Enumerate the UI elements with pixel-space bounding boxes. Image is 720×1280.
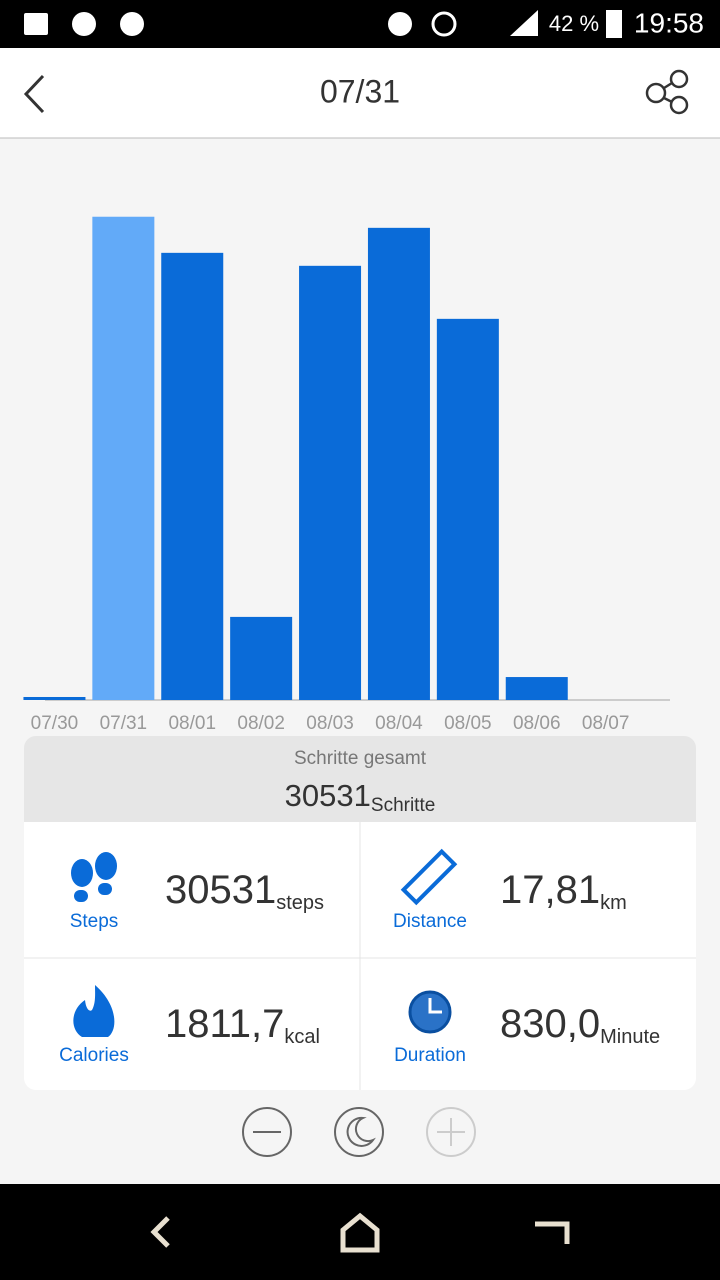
summary-value: 30531: [285, 778, 371, 813]
battery-text: 42 %: [549, 11, 599, 36]
signal-icon: [510, 10, 538, 36]
header: [0, 48, 720, 138]
x-tick-label: 08/02: [237, 713, 285, 734]
stat-unit: Minute: [600, 1026, 660, 1048]
x-tick-label: 07/30: [31, 713, 79, 734]
stat-unit: km: [600, 892, 627, 914]
stat-reading: 830,0Minute: [500, 1002, 660, 1049]
sleep-button[interactable]: [334, 1107, 384, 1157]
bar: [230, 616, 293, 700]
stat-unit: steps: [276, 892, 324, 914]
summary-card: [24, 736, 696, 822]
x-tick-label: 08/01: [168, 713, 216, 734]
bar: [367, 227, 430, 700]
back-button[interactable]: [23, 74, 45, 114]
nav-recent[interactable]: [535, 1221, 570, 1244]
x-tick-label: 08/04: [375, 713, 423, 734]
summary-unit: Schritte: [371, 795, 435, 816]
gallery-icon: [24, 13, 48, 35]
nav-back[interactable]: [150, 1216, 170, 1248]
stat-reading: 1811,7kcal: [165, 1002, 320, 1049]
calories-icon: [73, 985, 115, 1037]
stat-value: 17,81: [500, 868, 600, 912]
bar: [161, 252, 224, 701]
stat-value: 830,0: [500, 1002, 600, 1046]
clock-hands: [428, 998, 442, 1014]
time: 19:58: [634, 7, 704, 38]
stat-label: Distance: [393, 911, 467, 932]
moon-glyph: [346, 1116, 376, 1147]
x-tick-label: 07/31: [100, 713, 148, 734]
bar: [23, 696, 86, 700]
header-title: 07/31: [320, 73, 400, 109]
bar: [505, 677, 568, 700]
x-tick-label: 08/03: [306, 713, 354, 734]
distance-icon: [400, 848, 458, 906]
zoom-out-button[interactable]: [242, 1107, 292, 1157]
app-icon: [72, 12, 96, 36]
zoom-in-button[interactable]: [426, 1107, 476, 1157]
plus-glyph: [437, 1118, 465, 1146]
alarm-icon: [431, 11, 457, 37]
stat-unit: kcal: [284, 1026, 320, 1048]
summary-total: 30531Schritte: [285, 778, 436, 816]
stat-reading: 30531steps: [165, 868, 324, 915]
x-tick-label: 08/06: [513, 713, 561, 734]
stat-label: Duration: [394, 1045, 466, 1066]
nav-home[interactable]: [340, 1212, 380, 1253]
share-button[interactable]: [645, 69, 689, 115]
bar: [92, 216, 155, 700]
stat-reading: 17,81km: [500, 868, 627, 915]
nav-bar: [0, 1184, 720, 1280]
bar: [436, 318, 499, 700]
app-icon: [120, 12, 144, 36]
bar: [299, 265, 362, 700]
battery-icon: [606, 10, 622, 38]
steps-icon: [71, 852, 117, 902]
x-tick-label: 08/07: [582, 713, 630, 734]
stat-label: Steps: [70, 911, 119, 932]
bar-chart: 07/30 07/31 08/01 08/02 08/03 08/04 08/05 08/06…: [23, 216, 670, 734]
x-tick-label: 08/05: [444, 713, 492, 734]
stat-value: 30531: [165, 868, 276, 912]
dnd-icon: [388, 12, 412, 36]
summary-label: Schritte gesamt: [294, 748, 427, 769]
stats-grid: Steps 30531steps Distance 17,81km Calories 18…: [59, 868, 660, 1066]
stat-value: 1811,7: [165, 1002, 284, 1046]
stat-label: Calories: [59, 1045, 129, 1066]
